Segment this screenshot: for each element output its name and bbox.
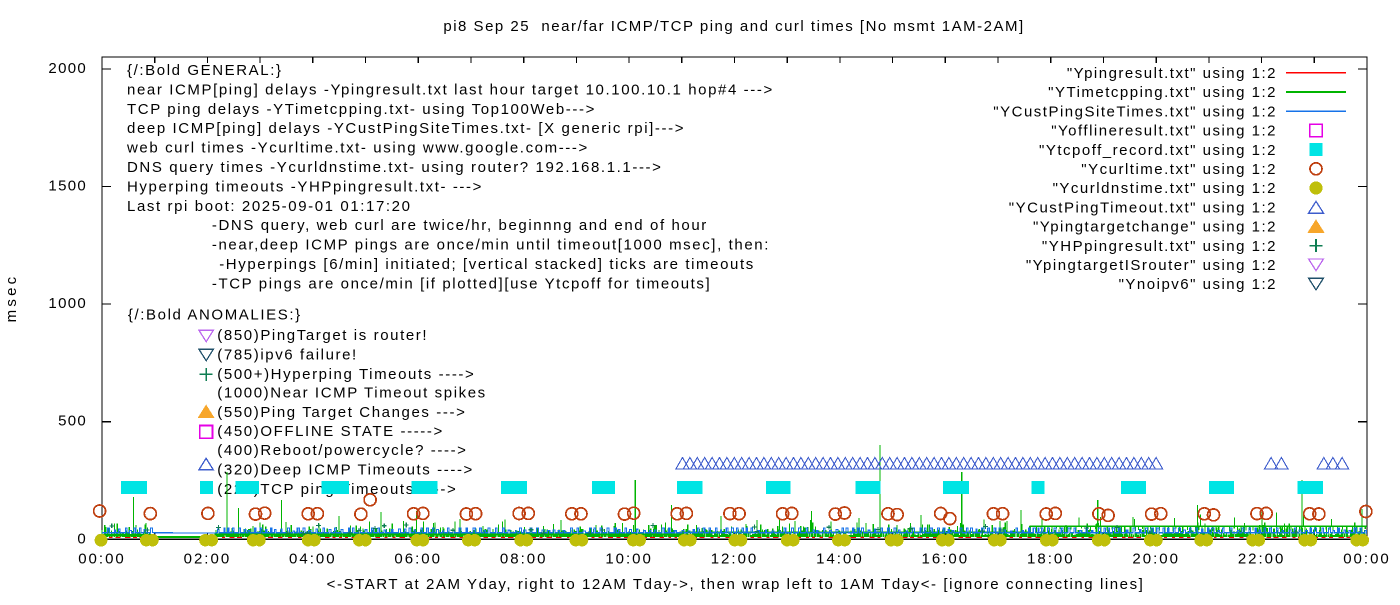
svg-text:-DNS query, web curl are twice: -DNS query, web curl are twice/hr, begin…	[212, 217, 708, 234]
svg-text:<-START at 2AM Yday, right to: <-START at 2AM Yday, right to 12AM Tday-…	[327, 576, 1145, 593]
svg-text:06:00: 06:00	[394, 551, 442, 568]
svg-text:(850)PingTarget is router!: (850)PingTarget is router!	[217, 327, 428, 344]
svg-text:0: 0	[77, 530, 87, 547]
svg-text:10:00: 10:00	[605, 551, 653, 568]
svg-text:"Ynoipv6" using 1:2: "Ynoipv6" using 1:2	[1119, 276, 1277, 293]
svg-text:18:00: 18:00	[1027, 551, 1075, 568]
svg-text:"YpingtargetISrouter" using 1:: "YpingtargetISrouter" using 1:2	[1026, 257, 1277, 274]
svg-text:web curl times -Ycurltime.txt-: web curl times -Ycurltime.txt- using www…	[126, 140, 589, 157]
svg-text:2000: 2000	[48, 60, 87, 77]
svg-text:Hyperping timeouts -YHPpingres: Hyperping timeouts -YHPpingresult.txt- -…	[127, 178, 483, 195]
svg-text:(320)Deep ICMP Timeouts ---->: (320)Deep ICMP Timeouts ---->	[217, 462, 474, 479]
svg-text:16:00: 16:00	[922, 551, 970, 568]
svg-text:"YCustPingSiteTimes.txt" using: "YCustPingSiteTimes.txt" using 1:2	[993, 103, 1277, 120]
svg-text:(400)Reboot/powercycle? ---->: (400)Reboot/powercycle? ---->	[217, 442, 467, 459]
svg-text:(450)OFFLINE STATE ----->: (450)OFFLINE STATE ----->	[217, 423, 444, 440]
svg-text:msec: msec	[3, 274, 20, 323]
svg-text:"Ytcpoff_record.txt" using 1:2: "Ytcpoff_record.txt" using 1:2	[1039, 142, 1277, 159]
svg-text:{/:Bold ANOMALIES:}: {/:Bold ANOMALIES:}	[128, 307, 302, 324]
svg-text:near ICMP[ping] delays -Ypingr: near ICMP[ping] delays -Ypingresult.txt …	[127, 81, 774, 98]
svg-text:"Ycurldnstime.txt" using 1:2: "Ycurldnstime.txt" using 1:2	[1053, 180, 1277, 197]
svg-text:"Ypingtargetchange" using 1:2: "Ypingtargetchange" using 1:2	[1033, 219, 1277, 236]
svg-text:12:00: 12:00	[711, 551, 759, 568]
svg-text:1000: 1000	[48, 295, 87, 312]
svg-text:1500: 1500	[48, 178, 87, 195]
svg-text:(550)Ping Target Changes --->: (550)Ping Target Changes --->	[217, 404, 466, 421]
svg-text:20:00: 20:00	[1132, 551, 1180, 568]
svg-text:-near,deep ICMP pings are once: -near,deep ICMP pings are once/min until…	[212, 237, 770, 254]
svg-text:pi8 Sep 25 near/far ICMP/TCP: pi8 Sep 25 near/far ICMP/TCP ping and cu…	[443, 18, 1024, 35]
svg-text:00:00: 00:00	[78, 551, 126, 568]
svg-text:08:00: 08:00	[500, 551, 548, 568]
svg-text:-Hyperpings [6/min] initiated;: -Hyperpings [6/min] initiated; [vertical…	[219, 256, 755, 273]
svg-text:04:00: 04:00	[289, 551, 337, 568]
svg-text:"YCustPingTimeout.txt" using 1: "YCustPingTimeout.txt" using 1:2	[1009, 199, 1277, 216]
svg-text:02:00: 02:00	[184, 551, 232, 568]
svg-text:"YTimetcpping.txt" using 1:2: "YTimetcpping.txt" using 1:2	[1048, 84, 1277, 101]
svg-text:00:00: 00:00	[1343, 551, 1391, 568]
svg-text:22:00: 22:00	[1238, 551, 1286, 568]
svg-text:"YHPpingresult.txt" using 1:2: "YHPpingresult.txt" using 1:2	[1042, 238, 1277, 255]
svg-text:"Ycurltime.txt" using 1:2: "Ycurltime.txt" using 1:2	[1081, 161, 1277, 178]
svg-text:"Ypingresult.txt" using 1:2: "Ypingresult.txt" using 1:2	[1067, 65, 1277, 82]
svg-text:(500+)Hyperping Timeouts ---->: (500+)Hyperping Timeouts ---->	[217, 366, 475, 383]
svg-text:-TCP pings are once/min [if pl: -TCP pings are once/min [if plotted][use…	[212, 275, 711, 292]
svg-text:14:00: 14:00	[816, 551, 864, 568]
svg-text:TCP ping delays -YTimetcpping.: TCP ping delays -YTimetcpping.txt- using…	[127, 101, 596, 118]
svg-text:{/:Bold GENERAL:}: {/:Bold GENERAL:}	[127, 62, 283, 79]
svg-text:Last rpi boot: 2025-09-01 01:1: Last rpi boot: 2025-09-01 01:17:20	[127, 198, 412, 215]
svg-text:"Yofflineresult.txt" using 1:2: "Yofflineresult.txt" using 1:2	[1051, 123, 1277, 140]
svg-text:deep ICMP[ping] delays -YCustP: deep ICMP[ping] delays -YCustPingSiteTim…	[127, 120, 685, 137]
svg-text:(785)ipv6 failure!: (785)ipv6 failure!	[217, 347, 358, 364]
svg-text:DNS query times -Ycurldnstime.: DNS query times -Ycurldnstime.txt- using…	[127, 159, 663, 176]
svg-text:(1000)Near ICMP Timeout spikes: (1000)Near ICMP Timeout spikes	[217, 385, 486, 402]
svg-text:500: 500	[58, 413, 87, 430]
